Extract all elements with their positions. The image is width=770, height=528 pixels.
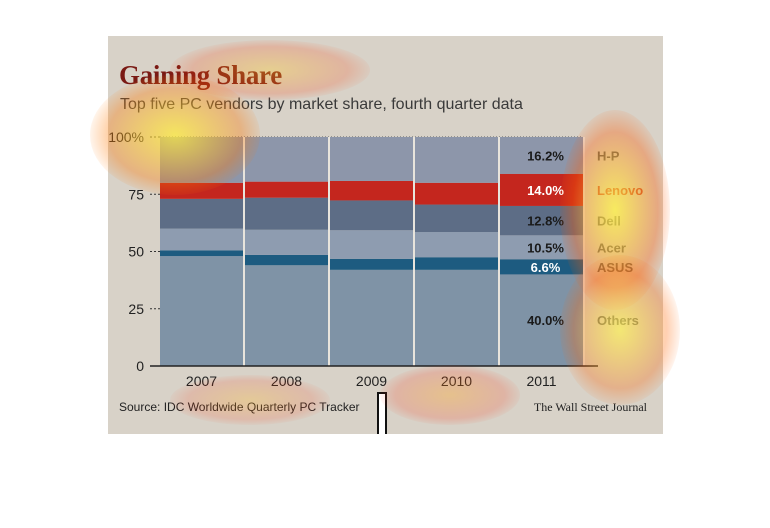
chart-panel: Gaining Share Top five PC vendors by mar… <box>108 36 663 434</box>
bar-segment-asus-2009 <box>330 258 413 270</box>
bar-segment-asus-2010 <box>415 257 498 270</box>
chart-credit: The Wall Street Journal <box>533 400 647 414</box>
legend-label-others: Others <box>597 313 639 328</box>
bar-segment-acer-2010 <box>415 232 498 258</box>
bar-segment-hp-2010 <box>415 137 498 183</box>
cursor-marker <box>377 392 387 434</box>
bar-segment-acer-2008 <box>245 229 328 255</box>
x-tick-label: 2008 <box>271 373 302 389</box>
bar-segment-lenovo-2008 <box>245 181 328 198</box>
legend-label-acer: Acer <box>597 240 626 255</box>
x-tick-label: 2010 <box>441 373 472 389</box>
x-tick-label: 2011 <box>526 373 556 389</box>
data-label-lenovo: 14.0% <box>527 183 564 198</box>
y-tick-label: 100% <box>108 129 144 145</box>
legend-label-asus: ASUS <box>597 260 633 275</box>
y-tick-label: 75 <box>128 186 144 202</box>
bar-segment-acer-2009 <box>330 230 413 259</box>
data-label-asus: 6.6% <box>531 260 561 275</box>
legend-label-dell: Dell <box>597 214 621 229</box>
bar-segment-dell-2007 <box>160 198 243 229</box>
bar-segment-others-2007 <box>160 256 243 366</box>
data-label-hp: 16.2% <box>527 148 564 163</box>
y-tick-label: 0 <box>136 358 144 374</box>
bar-segment-others-2010 <box>415 269 498 366</box>
bar-segment-hp-2008 <box>245 137 328 182</box>
bar-segment-lenovo-2010 <box>415 182 498 205</box>
legend-label-hp: H-P <box>597 148 620 163</box>
data-label-acer: 10.5% <box>527 240 564 255</box>
bar-segment-others-2009 <box>330 269 413 366</box>
x-tick-label: 2009 <box>356 373 387 389</box>
bar-segment-dell-2008 <box>245 197 328 230</box>
bar-segment-hp-2007 <box>160 137 243 183</box>
bar-segment-lenovo-2007 <box>160 182 243 199</box>
stacked-bar-chart: 100% 75 50 25 0 2007 2008 2009 2010 2011 40.0% Othe… <box>108 129 643 389</box>
bar-segment-acer-2007 <box>160 228 243 251</box>
x-tick-label: 2007 <box>186 373 217 389</box>
bar-segment-lenovo-2009 <box>330 180 413 201</box>
data-label-others: 40.0% <box>527 313 564 328</box>
data-label-dell: 12.8% <box>527 214 564 229</box>
y-tick-label: 25 <box>128 301 144 317</box>
legend-label-lenovo: Lenovo <box>597 183 643 198</box>
bar-segment-dell-2009 <box>330 200 413 231</box>
bar-segment-others-2008 <box>245 265 328 366</box>
bar-segment-dell-2010 <box>415 204 498 233</box>
bar-segment-hp-2009 <box>330 137 413 181</box>
bar-segment-asus-2008 <box>245 254 328 266</box>
y-tick-label: 50 <box>128 244 144 260</box>
bar-segment-asus-2007 <box>160 250 243 257</box>
chart-source: Source: IDC Worldwide Quarterly PC Track… <box>119 400 360 414</box>
